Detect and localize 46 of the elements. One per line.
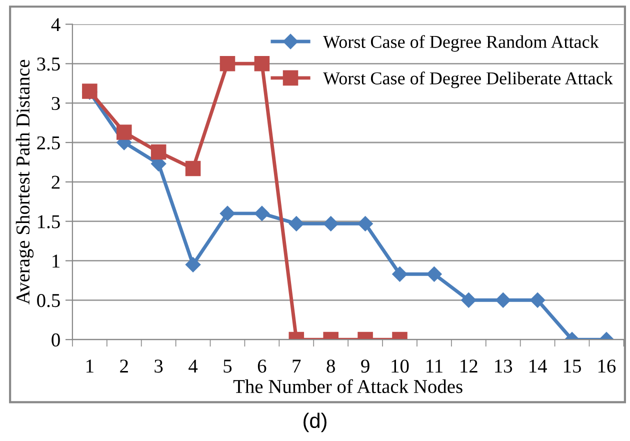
point <box>150 144 166 160</box>
legend-label: Worst Case of Degree Random Attack <box>323 35 599 52</box>
x-tick-label: 9 <box>361 360 370 373</box>
point <box>323 216 338 232</box>
y-tick-label: 1.5 <box>38 215 60 228</box>
point <box>496 292 511 308</box>
point <box>288 216 304 232</box>
x-tick-label: 8 <box>326 360 335 373</box>
y-tick-label: 3 <box>52 96 60 110</box>
x-tick-label: 6 <box>258 360 266 373</box>
point <box>185 257 201 272</box>
y-tick-label: 3.5 <box>37 58 60 71</box>
x-tick-label: 1 <box>86 360 94 373</box>
x-axis-title: The Number of Attack Nodes <box>233 379 462 394</box>
point <box>116 124 132 140</box>
x-tick-label: 14 <box>530 360 547 373</box>
y-tick-label: 0 <box>52 333 60 347</box>
point <box>392 266 408 282</box>
legend-label: Worst Case of Degree Deliberate Attack <box>323 72 613 88</box>
x-tick-label: 15 <box>564 360 581 373</box>
point <box>254 206 270 222</box>
text: (d) <box>304 412 326 432</box>
x-tick-label: 2 <box>120 360 128 373</box>
y-tick-label: 0.5 <box>37 294 60 308</box>
y-tick-label: 1 <box>52 254 60 268</box>
x-tick-label: 12 <box>460 360 478 373</box>
point <box>461 292 476 308</box>
x-tick-label: 10 <box>392 360 409 373</box>
y-tick-label: 4 <box>51 18 60 31</box>
x-tick-label: 11 <box>426 360 442 373</box>
x-tick-label: 13 <box>495 360 512 373</box>
y-tick-label: 2 <box>52 176 60 189</box>
point <box>358 216 373 232</box>
point <box>220 206 236 222</box>
y-axis-title: Average Shortest Path Distance <box>16 60 34 304</box>
point <box>426 266 442 282</box>
point <box>185 160 201 176</box>
point <box>530 292 546 308</box>
x-tick-label: 5 <box>224 360 232 373</box>
x-tick-label: 16 <box>598 360 616 373</box>
x-tick-label: 7 <box>292 360 301 373</box>
point <box>220 56 236 72</box>
x-tick-label: 3 <box>154 360 163 373</box>
y-tick-label: 2.5 <box>37 136 60 150</box>
x-tick-label: 4 <box>188 360 198 373</box>
point <box>254 56 270 72</box>
